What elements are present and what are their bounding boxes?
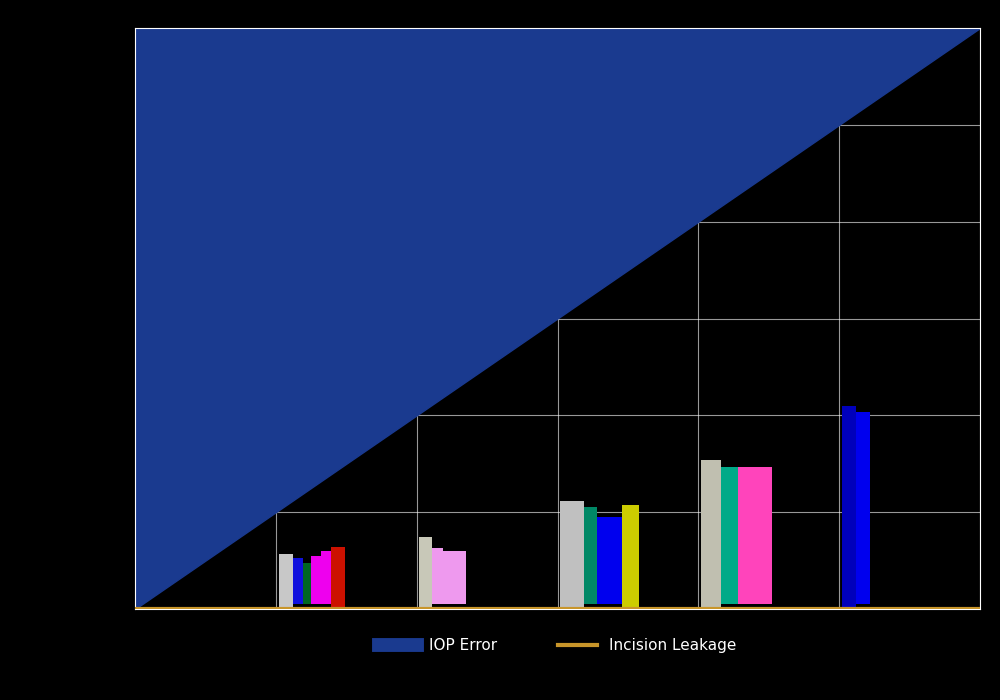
Bar (293, 558, 303, 604)
Bar (622, 505, 639, 607)
Bar (443, 551, 455, 604)
Bar (856, 412, 870, 604)
Bar (419, 538, 432, 607)
Bar (738, 467, 755, 604)
Bar (560, 500, 584, 607)
Bar (842, 405, 856, 607)
Bar (279, 554, 293, 607)
Bar (331, 547, 345, 607)
Bar (303, 564, 311, 604)
Bar (584, 508, 597, 604)
Bar (755, 467, 772, 604)
Bar (455, 551, 466, 604)
Bar (432, 548, 443, 604)
Bar (701, 460, 721, 607)
Bar (721, 467, 738, 604)
Legend: IOP Error, Incision Leakage: IOP Error, Incision Leakage (373, 632, 742, 659)
Bar (610, 517, 622, 604)
Bar (597, 517, 610, 604)
Bar (321, 551, 331, 604)
Bar (311, 556, 321, 604)
